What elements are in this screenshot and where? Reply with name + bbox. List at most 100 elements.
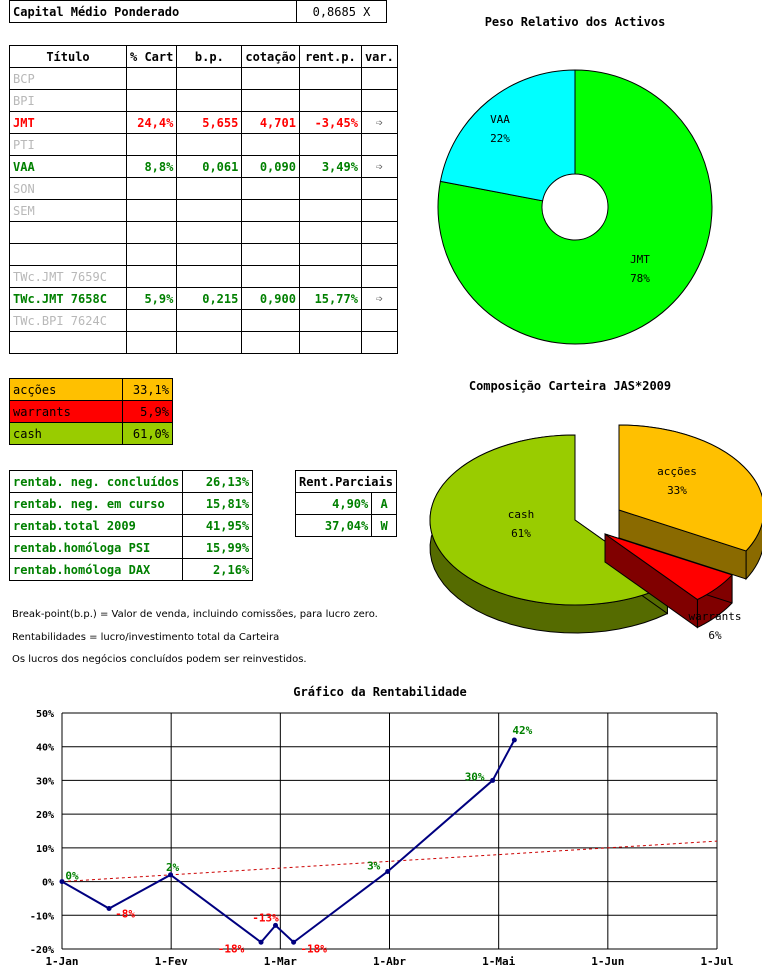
cell-title: SEM [9,199,127,222]
data-label: -18% [300,942,327,955]
table-row: JMT 24,4% 5,655 4,701 -3,45% ➩ [9,111,398,134]
data-label: 42% [512,724,532,737]
partials-key: W [371,514,397,537]
table-row: TWc.BPI 7624C [9,309,398,332]
cell-title [9,331,127,354]
returns-row: rentab. neg. concluídos 26,13% [8,470,254,493]
cell-rent [298,243,362,266]
donut-slice-label: VAA [490,113,510,126]
cell-bp [176,331,243,354]
cell-rent [298,221,362,244]
donut-slice-value: 22% [490,132,510,145]
cell-quote [241,89,300,112]
var-arrow-icon [360,177,398,200]
x-tick-label: 1-Mar [264,955,297,968]
cell-title [9,243,127,266]
data-label: 30% [465,770,485,783]
var-arrow-icon [360,67,398,90]
cell-quote [241,221,300,244]
returns-row: rentab.total 2009 41,95% [8,514,254,537]
x-tick-label: 1-Mai [482,955,515,968]
returns-value: 2,16% [182,558,254,581]
note-rentabilidade: Rentabilidades = lucro/investimento tota… [12,632,280,643]
header-quote: cotação [241,45,300,68]
y-tick-label: 10% [36,844,54,855]
table-row: SEM [9,199,398,222]
header-var: var. [360,45,398,68]
partials-row: 4,90% A [294,492,397,515]
returns-label: rentab.total 2009 [8,514,184,537]
cell-rent [298,67,362,90]
returns-value: 15,99% [182,536,254,559]
partials-row: 37,04% W [294,514,397,537]
partials-key: A [371,492,397,515]
cell-bp [176,221,243,244]
x-tick-label: 1-Jan [45,955,78,968]
positions-table: Título % Cart b.p. cotação rent.p. var. … [9,45,398,354]
cell-pct [125,309,178,332]
cell-bp [176,89,243,112]
var-arrow-icon [360,221,398,244]
cell-quote [241,331,300,354]
cell-title [9,221,127,244]
cell-rent [298,265,362,288]
cell-pct [125,199,178,222]
data-label: 3% [367,859,381,872]
cell-rent: 3,49% [298,155,362,178]
cell-pct [125,243,178,266]
positions-header: Título % Cart b.p. cotação rent.p. var. [9,45,398,68]
cell-quote [241,199,300,222]
header-title: Título [9,45,127,68]
cell-title: BCP [9,67,127,90]
returns-value: 15,81% [182,492,254,515]
returns-value: 41,95% [182,514,254,537]
cell-rent [298,89,362,112]
composition-value: 33,1% [122,378,173,401]
line-chart: -20% -10% 0% 10% 20% 30% 40% 50% 1-Jan 1-Fev 1-Mar… [30,709,734,968]
cell-quote: 0,900 [241,287,300,310]
partials-header: Rent.Parciais [295,470,397,493]
cell-title: VAA [9,155,127,178]
pie3d-chart: acções 33% warrants 6% cash 61% [429,424,762,642]
cell-quote [241,309,300,332]
y-tick-label: 20% [36,810,54,821]
cell-quote [241,67,300,90]
pie3d-slice-1 [604,533,733,629]
table-row [9,243,398,266]
y-tick-label: -20% [30,945,54,956]
cell-title: PTI [9,133,127,156]
composition-row: cash 61,0% [9,422,173,445]
header-rent: rent.p. [298,45,362,68]
cell-title: TWc.JMT 7658C [9,287,127,310]
partials-table: Rent.Parciais 4,90% A 37,04% W [294,470,397,537]
table-row: BCP [9,67,398,90]
cell-quote: 0,090 [241,155,300,178]
pie3d-slice-0 [618,424,762,581]
cell-pct: 8,8% [125,155,178,178]
returns-label: rentab.homóloga PSI [8,536,184,559]
composition-row: acções 33,1% [9,378,173,401]
data-point [106,906,112,912]
pie2-title: Composição Carteira JAS*2009 [468,379,672,393]
data-point [511,737,517,743]
table-row [9,331,398,354]
data-label: -8% [115,908,135,921]
cell-rent [298,199,362,222]
returns-table: rentab. neg. concluídos 26,13% rentab. neg… [8,470,254,581]
cell-bp [176,243,243,266]
cell-quote [241,133,300,156]
composition-label: cash [9,422,123,445]
cell-title: TWc.BPI 7624C [9,309,127,332]
partials-value: 4,90% [294,492,373,515]
data-point [168,872,174,878]
cell-title: TWc.JMT 7659C [9,265,127,288]
y-tick-label: -10% [30,911,54,922]
header-pct: % Cart [125,45,178,68]
cell-pct [125,67,178,90]
table-row: TWc.JMT 7658C 5,9% 0,215 0,900 15,77% ➩ [9,287,398,310]
returns-row: rentab.homóloga PSI 15,99% [8,536,254,559]
x-tick-label: 1-Jul [700,955,733,968]
capital-label: Capital Médio Ponderado [9,0,297,23]
partials-value: 37,04% [294,514,373,537]
cell-rent: 15,77% [298,287,362,310]
